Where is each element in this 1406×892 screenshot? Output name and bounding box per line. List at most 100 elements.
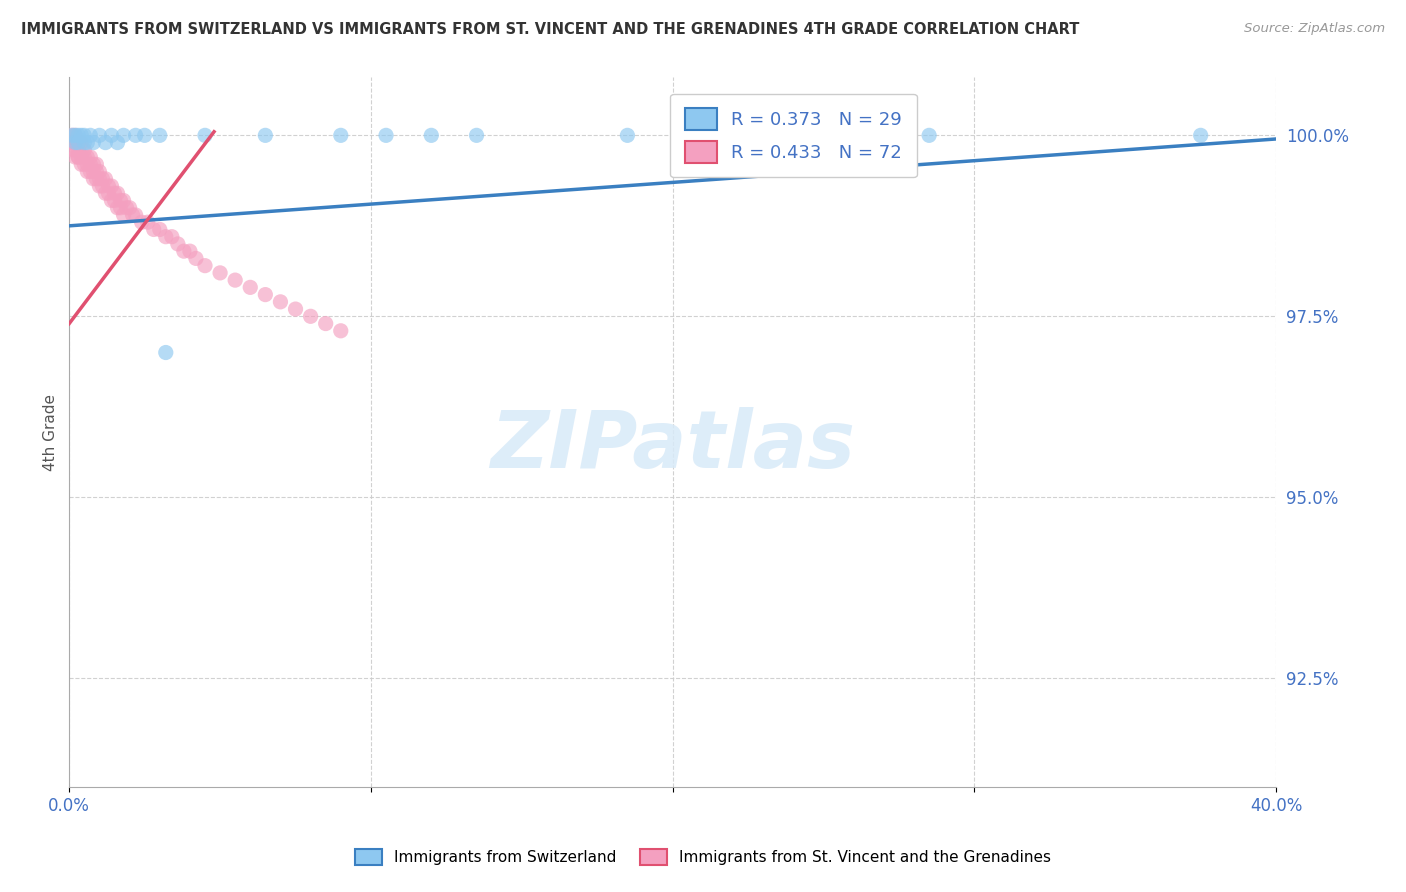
Point — [1189, 128, 1212, 143]
Point — [103, 186, 125, 201]
Point — [91, 171, 114, 186]
Point — [100, 128, 122, 143]
Point — [166, 236, 188, 251]
Point — [420, 128, 443, 143]
Point — [97, 179, 120, 194]
Point — [136, 215, 159, 229]
Point — [86, 171, 108, 186]
Point — [375, 128, 398, 143]
Point — [65, 143, 87, 157]
Point — [60, 136, 83, 150]
Point — [73, 136, 96, 150]
Point — [465, 128, 488, 143]
Point — [112, 194, 135, 208]
Point — [70, 150, 93, 164]
Point — [60, 128, 83, 143]
Point — [89, 179, 111, 194]
Point — [67, 136, 90, 150]
Point — [82, 136, 104, 150]
Point — [131, 215, 153, 229]
Point — [134, 128, 156, 143]
Point — [89, 128, 111, 143]
Point — [65, 136, 87, 150]
Point — [79, 150, 101, 164]
Point — [100, 194, 122, 208]
Point — [155, 229, 177, 244]
Point — [67, 150, 90, 164]
Point — [112, 208, 135, 222]
Point — [107, 201, 129, 215]
Point — [79, 157, 101, 171]
Text: ZIPatlas: ZIPatlas — [491, 408, 855, 485]
Point — [112, 128, 135, 143]
Point — [142, 222, 165, 236]
Point — [239, 280, 262, 294]
Point — [67, 143, 90, 157]
Point — [254, 287, 277, 301]
Point — [65, 128, 87, 143]
Point — [110, 194, 132, 208]
Point — [60, 128, 83, 143]
Point — [82, 164, 104, 178]
Point — [121, 208, 143, 222]
Point — [124, 208, 146, 222]
Point — [173, 244, 195, 259]
Point — [100, 179, 122, 194]
Point — [76, 164, 98, 178]
Point — [67, 150, 90, 164]
Point — [94, 136, 117, 150]
Point — [179, 244, 201, 259]
Point — [269, 294, 291, 309]
Point — [70, 157, 93, 171]
Point — [315, 317, 337, 331]
Point — [79, 164, 101, 178]
Point — [209, 266, 232, 280]
Point — [329, 324, 352, 338]
Point — [73, 150, 96, 164]
Point — [118, 201, 141, 215]
Point — [110, 201, 132, 215]
Point — [115, 201, 138, 215]
Point — [82, 157, 104, 171]
Point — [73, 143, 96, 157]
Point — [76, 136, 98, 150]
Y-axis label: 4th Grade: 4th Grade — [44, 393, 58, 471]
Text: IMMIGRANTS FROM SWITZERLAND VS IMMIGRANTS FROM ST. VINCENT AND THE GRENADINES 4T: IMMIGRANTS FROM SWITZERLAND VS IMMIGRANT… — [21, 22, 1080, 37]
Point — [155, 345, 177, 359]
Point — [70, 128, 93, 143]
Legend: Immigrants from Switzerland, Immigrants from St. Vincent and the Grenadines: Immigrants from Switzerland, Immigrants … — [349, 843, 1057, 871]
Point — [79, 128, 101, 143]
Point — [284, 302, 307, 317]
Point — [94, 171, 117, 186]
Point — [254, 128, 277, 143]
Point — [60, 143, 83, 157]
Point — [194, 259, 217, 273]
Point — [194, 128, 217, 143]
Point — [76, 157, 98, 171]
Point — [103, 194, 125, 208]
Legend: R = 0.373   N = 29, R = 0.433   N = 72: R = 0.373 N = 29, R = 0.433 N = 72 — [671, 94, 917, 178]
Point — [107, 136, 129, 150]
Point — [224, 273, 246, 287]
Point — [616, 128, 638, 143]
Point — [65, 128, 87, 143]
Point — [86, 157, 108, 171]
Point — [65, 150, 87, 164]
Point — [89, 171, 111, 186]
Point — [94, 186, 117, 201]
Point — [67, 136, 90, 150]
Point — [73, 128, 96, 143]
Point — [918, 128, 941, 143]
Point — [86, 164, 108, 178]
Point — [73, 157, 96, 171]
Point — [329, 128, 352, 143]
Point — [70, 136, 93, 150]
Point — [149, 128, 172, 143]
Point — [160, 229, 183, 244]
Point — [184, 252, 207, 266]
Text: Source: ZipAtlas.com: Source: ZipAtlas.com — [1244, 22, 1385, 36]
Point — [76, 150, 98, 164]
Point — [97, 186, 120, 201]
Point — [91, 179, 114, 194]
Point — [107, 186, 129, 201]
